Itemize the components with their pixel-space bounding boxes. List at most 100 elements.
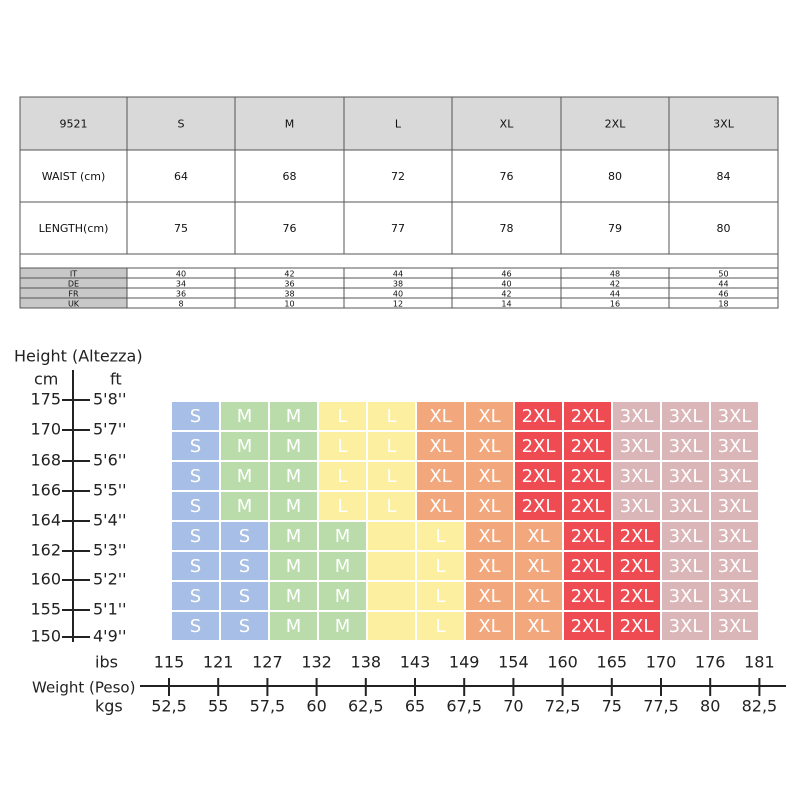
size-cell	[319, 402, 366, 430]
table-cell	[126, 201, 236, 255]
size-cell-text: 3XL	[669, 526, 703, 547]
size-cell	[221, 492, 268, 520]
cell-text: 44	[718, 280, 728, 289]
size-cell-text: 3XL	[718, 496, 752, 517]
height-ft: 5'8''	[93, 390, 127, 409]
size-cell	[221, 432, 268, 460]
size-cell-text: M	[237, 466, 253, 487]
size-cell	[662, 492, 709, 520]
cell-text: 10	[284, 300, 294, 309]
height-ft: 5'5''	[93, 481, 127, 500]
size-cell-text: XL	[478, 496, 500, 517]
cell-text: 50	[718, 270, 728, 279]
size-cell	[466, 552, 513, 580]
cell-text: 42	[284, 270, 294, 279]
lbs-value: 143	[400, 653, 431, 672]
cell-text: 75	[174, 222, 188, 235]
size-cell	[466, 582, 513, 610]
size-cell-text: 3XL	[718, 526, 752, 547]
size-cell	[270, 582, 317, 610]
size-cell-text: 3XL	[669, 466, 703, 487]
size-cell	[417, 522, 464, 550]
size-cell-text: 3XL	[718, 466, 752, 487]
size-cell-text: 2XL	[571, 496, 605, 517]
size-cell-text: 3XL	[620, 406, 654, 427]
size-cell	[515, 552, 562, 580]
size-cell	[368, 522, 415, 550]
size-cell-text: XL	[527, 526, 549, 547]
size-cell	[221, 522, 268, 550]
height-cm: 160	[30, 570, 61, 589]
cell-text: 40	[176, 270, 186, 279]
size-cell	[564, 432, 611, 460]
size-cell	[417, 492, 464, 520]
size-cell	[613, 522, 660, 550]
cell-text: 8	[178, 300, 183, 309]
size-cell	[711, 612, 758, 640]
size-cell	[417, 612, 464, 640]
size-cell	[270, 552, 317, 580]
size-cell-text: M	[237, 436, 253, 457]
kgs-value: 77,5	[643, 697, 679, 716]
size-cell	[319, 522, 366, 550]
size-cell	[466, 462, 513, 490]
height-cm: 170	[30, 420, 61, 439]
cell-text: 76	[500, 170, 514, 183]
table-cell	[343, 96, 453, 151]
kgs-value: 57,5	[250, 697, 286, 716]
size-cell	[564, 462, 611, 490]
cell-text: S	[178, 118, 185, 131]
size-cell	[270, 612, 317, 640]
size-cell-text: M	[286, 466, 302, 487]
size-cell-text: XL	[429, 436, 451, 457]
spacer-row	[19, 253, 779, 269]
table-cell	[451, 201, 562, 255]
size-cell	[515, 612, 562, 640]
size-cell	[613, 582, 660, 610]
size-cell	[613, 432, 660, 460]
cell-text: 3XL	[713, 118, 735, 131]
cell-text: 34	[176, 280, 186, 289]
size-cell	[466, 492, 513, 520]
size-cell	[466, 432, 513, 460]
ft-label: ft	[110, 370, 122, 389]
size-cell	[172, 402, 219, 430]
size-cell-text: S	[239, 556, 250, 577]
cell-text: 42	[610, 280, 620, 289]
size-cell	[515, 492, 562, 520]
cell-text: 36	[284, 280, 294, 289]
cell-text: 40	[393, 290, 403, 299]
size-cell	[319, 582, 366, 610]
size-cell-text: L	[386, 436, 396, 457]
size-cell-text: L	[386, 496, 396, 517]
cell-text: 14	[501, 300, 511, 309]
size-cell-text: 2XL	[522, 466, 556, 487]
size-cell	[662, 552, 709, 580]
size-cell	[711, 582, 758, 610]
size-cell-text: 2XL	[620, 556, 654, 577]
size-cell-text: S	[190, 436, 201, 457]
cell-text: LENGTH(cm)	[39, 222, 109, 235]
size-cell	[662, 582, 709, 610]
size-cell-text: L	[435, 526, 445, 547]
size-cell	[564, 492, 611, 520]
kgs-value: 55	[208, 697, 228, 716]
size-cell-text: 2XL	[571, 616, 605, 637]
size-cell-text: 2XL	[620, 586, 654, 607]
cm-label: cm	[34, 370, 58, 389]
height-ft: 4'9''	[93, 627, 127, 646]
size-cell-text: S	[190, 526, 201, 547]
height-cm: 166	[30, 481, 61, 500]
size-cell-text: XL	[429, 466, 451, 487]
cell-text: 64	[174, 170, 188, 183]
size-cell	[172, 612, 219, 640]
size-cell	[711, 522, 758, 550]
cell-text: 38	[284, 290, 294, 299]
size-cell	[515, 522, 562, 550]
size-cell-text: 2XL	[522, 496, 556, 517]
size-cell-text: S	[239, 616, 250, 637]
size-cell-text: M	[286, 586, 302, 607]
cell-text: L	[395, 118, 402, 131]
size-cell	[368, 582, 415, 610]
size-cell-text: M	[335, 616, 351, 637]
